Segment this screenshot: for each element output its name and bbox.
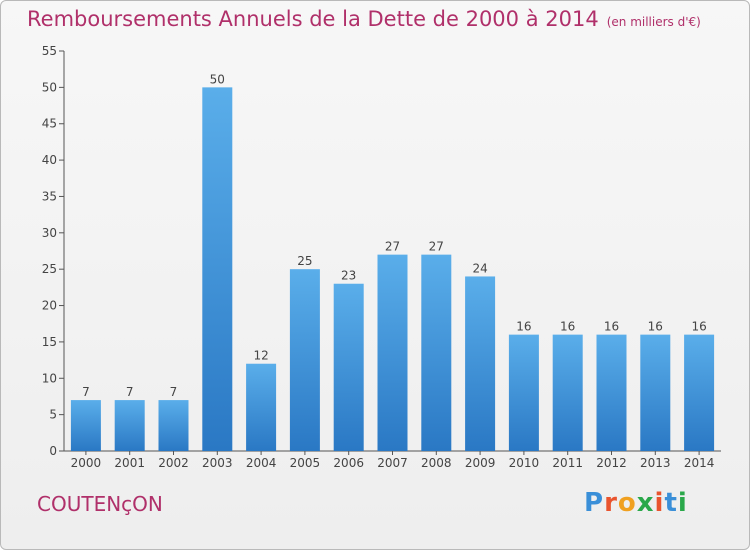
bar bbox=[333, 283, 364, 451]
bars bbox=[70, 87, 715, 451]
bar bbox=[246, 363, 277, 451]
x-tick-label: 2011 bbox=[552, 456, 583, 470]
logo-letter: o bbox=[617, 488, 637, 518]
logo-letter: r bbox=[604, 488, 618, 518]
y-tick-label: 20 bbox=[42, 299, 57, 313]
y-tick-label: 45 bbox=[42, 117, 57, 131]
y-tick-label: 30 bbox=[42, 226, 57, 240]
data-label: 27 bbox=[429, 240, 444, 254]
data-label: 7 bbox=[126, 385, 134, 399]
x-tick-label: 2007 bbox=[377, 456, 408, 470]
bar bbox=[465, 276, 496, 451]
data-label: 16 bbox=[691, 320, 706, 334]
bar bbox=[552, 334, 583, 451]
y-tick-label: 35 bbox=[42, 189, 57, 203]
y-tick-label: 40 bbox=[42, 153, 57, 167]
bar bbox=[289, 269, 320, 451]
logo-letter: i bbox=[654, 488, 665, 518]
y-tick-label: 50 bbox=[42, 80, 57, 94]
bar bbox=[377, 254, 408, 451]
logo-letter: x bbox=[636, 488, 655, 518]
commune-name: COUTENçON bbox=[37, 492, 163, 516]
logo-letter: i bbox=[677, 488, 688, 518]
x-tick-label: 2010 bbox=[509, 456, 540, 470]
bar bbox=[70, 400, 101, 451]
y-tick-label: 55 bbox=[42, 44, 57, 58]
data-labels: 7 7 7 50 12 25 23 27 27 24 16 16 16 16 16 bbox=[82, 72, 707, 399]
data-label: 16 bbox=[604, 320, 619, 334]
bar bbox=[640, 334, 671, 451]
chart-unit: (en milliers d'€) bbox=[606, 15, 701, 29]
axes: 0 5 10 15 20 25 30 35 40 45 50 55 2000 2001 2002 2003 20… bbox=[42, 44, 721, 470]
bar bbox=[508, 334, 539, 451]
x-tick-label: 2005 bbox=[290, 456, 321, 470]
data-label: 27 bbox=[385, 240, 400, 254]
x-tick-label: 2006 bbox=[333, 456, 364, 470]
x-tick-label: 2009 bbox=[465, 456, 496, 470]
data-label: 24 bbox=[472, 261, 487, 275]
data-label: 23 bbox=[341, 269, 356, 283]
data-label: 7 bbox=[82, 385, 90, 399]
logo-letter: t bbox=[664, 488, 678, 518]
bar bbox=[158, 400, 189, 451]
data-label: 7 bbox=[170, 385, 178, 399]
chart-title: Remboursements Annuels de la Dette de 20… bbox=[27, 7, 701, 31]
data-label: 16 bbox=[560, 320, 575, 334]
data-label: 25 bbox=[297, 254, 312, 268]
bar bbox=[202, 87, 233, 451]
bar bbox=[421, 254, 452, 451]
x-tick-label: 2008 bbox=[421, 456, 452, 470]
data-label: 16 bbox=[648, 320, 663, 334]
y-tick-label: 5 bbox=[49, 408, 57, 422]
data-label: 50 bbox=[210, 72, 225, 86]
y-tick-label: 10 bbox=[42, 371, 57, 385]
x-tick-label: 2004 bbox=[246, 456, 277, 470]
chart-title-text: Remboursements Annuels de la Dette de 20… bbox=[27, 7, 599, 31]
y-tick-label: 15 bbox=[42, 335, 57, 349]
proxiti-logo: Proxiti bbox=[584, 488, 688, 518]
x-tick-label: 2002 bbox=[158, 456, 189, 470]
bar bbox=[114, 400, 145, 451]
bar bbox=[596, 334, 627, 451]
logo-letter: P bbox=[584, 488, 605, 518]
y-tick-label: 0 bbox=[49, 444, 57, 458]
data-label: 12 bbox=[253, 349, 268, 363]
data-label: 16 bbox=[516, 320, 531, 334]
x-tick-label: 2001 bbox=[114, 456, 145, 470]
x-tick-label: 2014 bbox=[684, 456, 715, 470]
x-tick-label: 2012 bbox=[596, 456, 627, 470]
x-tick-label: 2013 bbox=[640, 456, 671, 470]
x-tick-label: 2000 bbox=[71, 456, 102, 470]
x-tick-label: 2003 bbox=[202, 456, 233, 470]
y-tick-label: 25 bbox=[42, 262, 57, 276]
bar bbox=[684, 334, 715, 451]
